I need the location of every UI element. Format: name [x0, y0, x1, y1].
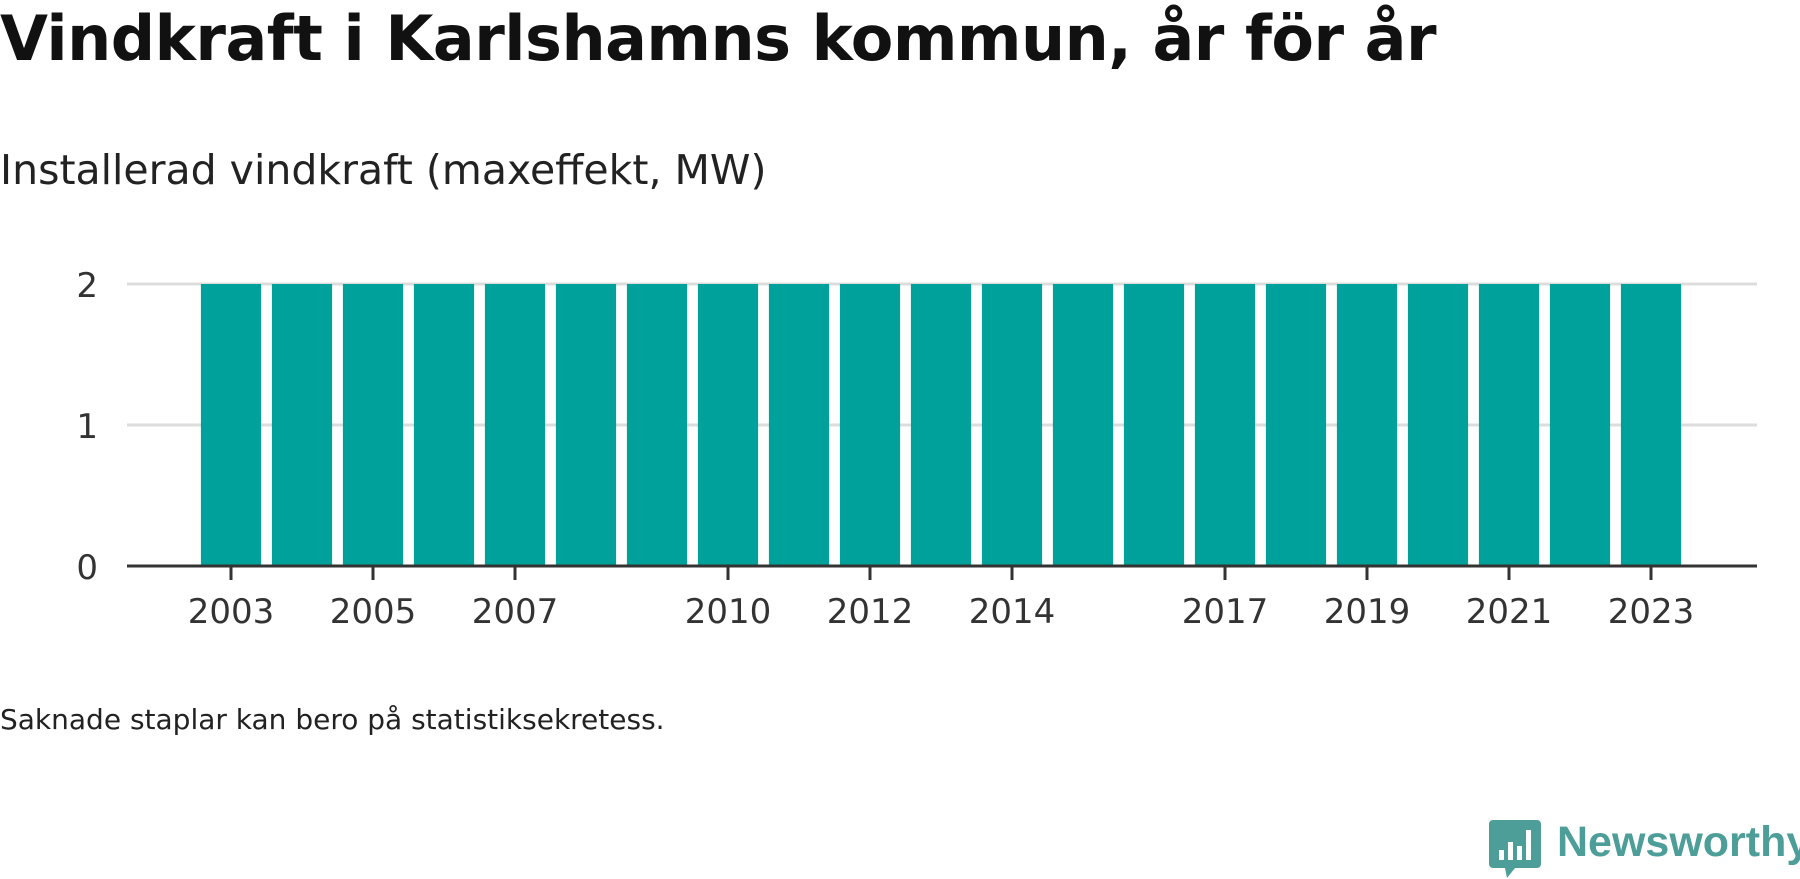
y-axis-ticks: 0 1 2 [76, 266, 98, 588]
x-tick-label: 2017 [1182, 592, 1269, 632]
y-tick-label: 2 [76, 266, 98, 306]
bar-2013 [910, 284, 972, 566]
bar-2016 [1123, 284, 1185, 566]
y-tick-label: 1 [76, 407, 98, 447]
x-tick-label: 2023 [1608, 592, 1695, 632]
footnote: Saknade staplar kan bero på statistiksek… [0, 703, 665, 736]
bar-2014 [981, 284, 1043, 566]
x-tick-label: 2010 [685, 592, 772, 632]
bar-2012 [839, 284, 901, 566]
x-tick-label: 2003 [188, 592, 275, 632]
chart-subtitle: Installerad vindkraft (maxeffekt, MW) [0, 146, 767, 194]
newsworthy-logo-icon [1489, 820, 1541, 878]
bar-2003 [200, 284, 262, 566]
bar-2020 [1407, 284, 1469, 566]
brand-name: Newsworthy [1557, 818, 1800, 866]
bar-2017 [1194, 284, 1256, 566]
bar-2019 [1336, 284, 1398, 566]
chart-title: Vindkraft i Karlshamns kommun, år för år [0, 2, 1437, 75]
bar-2006 [413, 284, 475, 566]
bar-2007 [484, 284, 546, 566]
x-tick-label: 2007 [472, 592, 559, 632]
bar-2023 [1620, 284, 1682, 566]
y-tick-label: 0 [76, 548, 98, 588]
bar-2011 [768, 284, 830, 566]
bar-2015 [1052, 284, 1114, 566]
chart-bars [200, 284, 1682, 566]
bar-2004 [271, 284, 333, 566]
bar-2010 [697, 284, 759, 566]
x-tick-label: 2014 [969, 592, 1056, 632]
bar-2018 [1265, 284, 1327, 566]
x-tick-label: 2005 [330, 592, 417, 632]
bar-2008 [555, 284, 617, 566]
newsworthy-logo: Newsworthy [1489, 818, 1800, 878]
x-tick-label: 2012 [827, 592, 914, 632]
x-tick-label: 2021 [1466, 592, 1553, 632]
bar-2005 [342, 284, 404, 566]
x-axis: 2003 2005 2007 2010 2012 2014 2017 2019 2021 2023 [127, 564, 1757, 632]
bar-2022 [1549, 284, 1611, 566]
bar-2009 [626, 284, 688, 566]
bar-2021 [1478, 284, 1540, 566]
x-tick-label: 2019 [1324, 592, 1411, 632]
